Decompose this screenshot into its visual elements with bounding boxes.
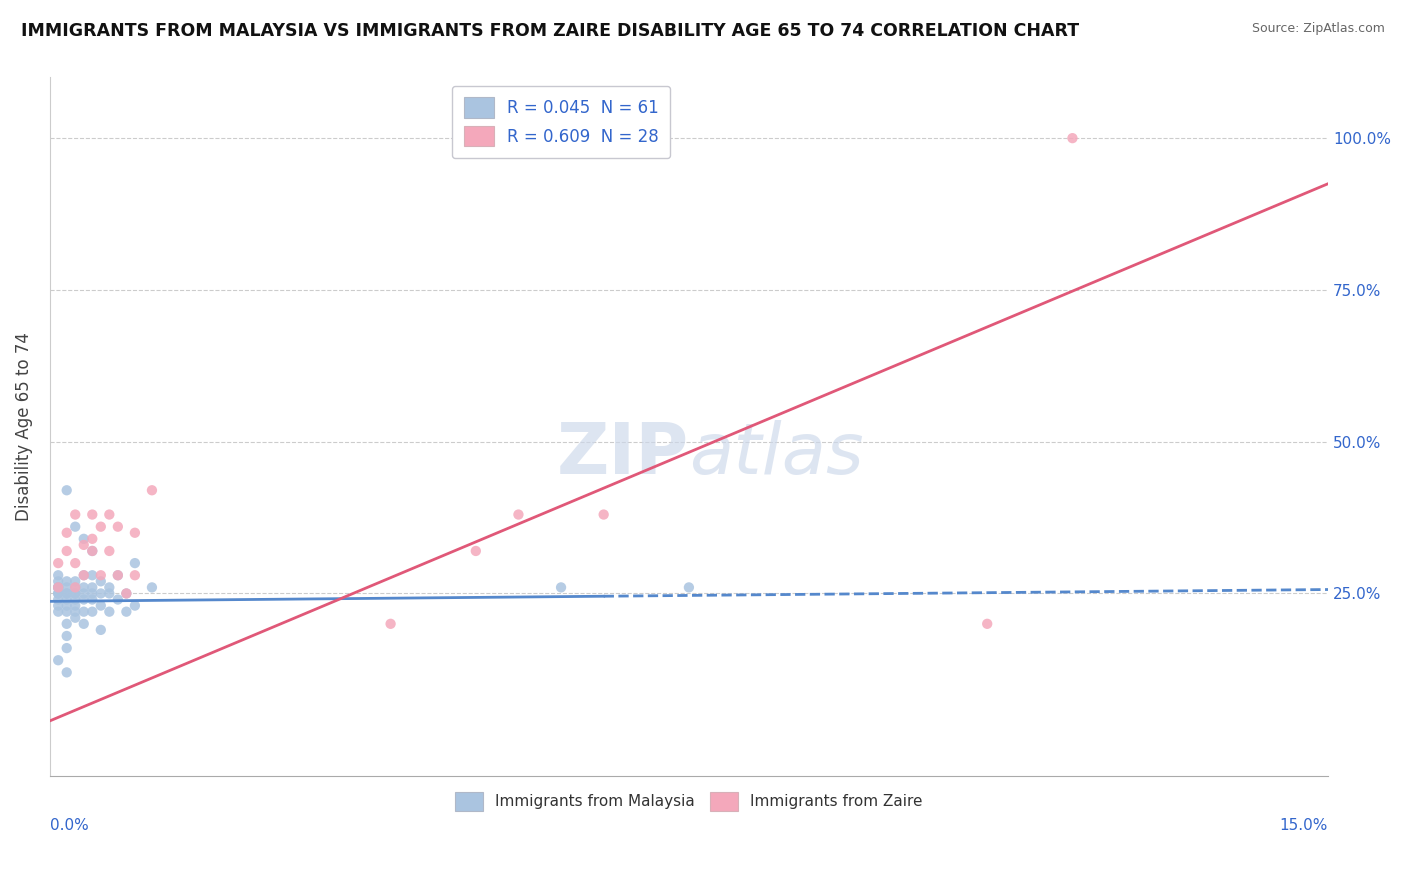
Point: [124, 568, 146, 582]
Point: [82, 581, 104, 595]
Point: [82, 592, 104, 607]
Text: 0.0%: 0.0%: [49, 818, 89, 833]
Point: [90, 623, 112, 637]
Point: [98, 605, 121, 619]
Text: ZIP: ZIP: [557, 420, 689, 489]
Point: [55, 544, 77, 558]
Point: [550, 581, 572, 595]
Point: [73, 568, 96, 582]
Point: [55, 586, 77, 600]
Point: [82, 605, 104, 619]
Point: [46, 581, 69, 595]
Point: [55, 641, 77, 656]
Text: 15.0%: 15.0%: [1279, 818, 1329, 833]
Point: [508, 508, 530, 522]
Point: [107, 592, 129, 607]
Text: Source: ZipAtlas.com: Source: ZipAtlas.com: [1251, 22, 1385, 36]
Point: [73, 616, 96, 631]
Point: [55, 581, 77, 595]
Point: [141, 483, 163, 498]
Point: [380, 616, 402, 631]
Point: [107, 568, 129, 582]
Point: [82, 586, 104, 600]
Point: [55, 592, 77, 607]
Point: [82, 544, 104, 558]
Point: [90, 519, 112, 533]
Point: [124, 599, 146, 613]
Point: [141, 581, 163, 595]
Point: [73, 538, 96, 552]
Point: [46, 581, 69, 595]
Point: [46, 586, 69, 600]
Point: [55, 525, 77, 540]
Point: [55, 599, 77, 613]
Point: [124, 525, 146, 540]
Point: [46, 568, 69, 582]
Point: [46, 592, 69, 607]
Point: [73, 592, 96, 607]
Point: [65, 605, 87, 619]
Text: IMMIGRANTS FROM MALAYSIA VS IMMIGRANTS FROM ZAIRE DISABILITY AGE 65 TO 74 CORREL: IMMIGRANTS FROM MALAYSIA VS IMMIGRANTS F…: [21, 22, 1080, 40]
Point: [464, 544, 486, 558]
Point: [65, 556, 87, 570]
Point: [65, 592, 87, 607]
Point: [73, 581, 96, 595]
Point: [46, 605, 69, 619]
Point: [65, 581, 87, 595]
Point: [55, 665, 77, 680]
Point: [90, 574, 112, 589]
Point: [98, 586, 121, 600]
Point: [73, 586, 96, 600]
Point: [82, 532, 104, 546]
Point: [73, 568, 96, 582]
Point: [46, 653, 69, 667]
Point: [73, 532, 96, 546]
Point: [107, 519, 129, 533]
Point: [107, 568, 129, 582]
Point: [46, 574, 69, 589]
Point: [115, 605, 138, 619]
Point: [976, 616, 998, 631]
Point: [55, 616, 77, 631]
Point: [124, 556, 146, 570]
Point: [82, 568, 104, 582]
Point: [65, 586, 87, 600]
Point: [65, 519, 87, 533]
Point: [98, 581, 121, 595]
Point: [55, 605, 77, 619]
Point: [115, 586, 138, 600]
Point: [592, 508, 614, 522]
Point: [55, 586, 77, 600]
Y-axis label: Disability Age 65 to 74: Disability Age 65 to 74: [15, 332, 32, 521]
Point: [65, 574, 87, 589]
Point: [90, 568, 112, 582]
Point: [46, 586, 69, 600]
Point: [90, 599, 112, 613]
Point: [46, 556, 69, 570]
Point: [65, 586, 87, 600]
Point: [65, 611, 87, 625]
Point: [1062, 131, 1084, 145]
Point: [46, 599, 69, 613]
Point: [65, 581, 87, 595]
Point: [82, 508, 104, 522]
Point: [678, 581, 700, 595]
Point: [55, 574, 77, 589]
Point: [46, 581, 69, 595]
Point: [65, 508, 87, 522]
Legend: Immigrants from Malaysia, Immigrants from Zaire: Immigrants from Malaysia, Immigrants fro…: [450, 786, 928, 817]
Point: [65, 599, 87, 613]
Point: [82, 544, 104, 558]
Point: [90, 586, 112, 600]
Text: atlas: atlas: [689, 420, 863, 489]
Point: [98, 544, 121, 558]
Point: [55, 483, 77, 498]
Point: [98, 508, 121, 522]
Point: [73, 605, 96, 619]
Point: [46, 581, 69, 595]
Point: [115, 586, 138, 600]
Point: [55, 629, 77, 643]
